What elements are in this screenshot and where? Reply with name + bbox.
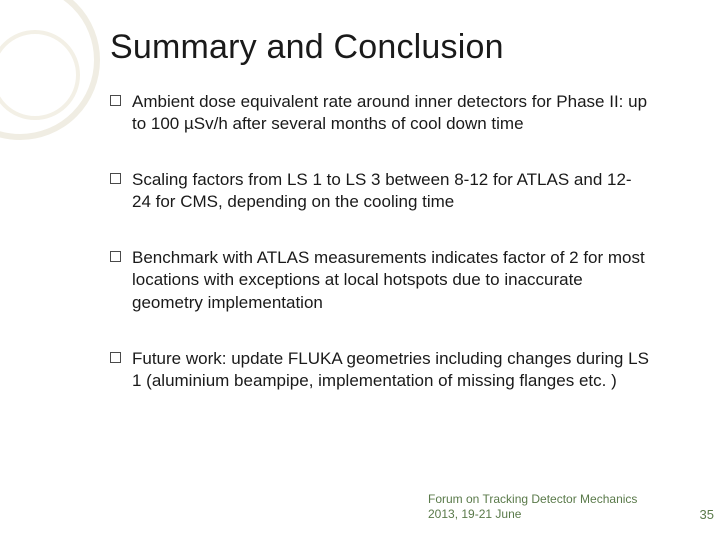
- square-bullet-icon: [110, 95, 121, 106]
- page-number: 35: [700, 507, 714, 522]
- bullet-text: Future work: update FLUKA geometries inc…: [132, 349, 649, 390]
- bullet-text: Scaling factors from LS 1 to LS 3 betwee…: [132, 170, 632, 211]
- footer-line2: 2013, 19-21 June: [428, 507, 521, 521]
- page-title: Summary and Conclusion: [110, 28, 680, 67]
- square-bullet-icon: [110, 173, 121, 184]
- bullet-list: Ambient dose equivalent rate around inne…: [110, 91, 680, 392]
- footer-line1: Forum on Tracking Detector Mechanics: [428, 492, 637, 506]
- footer-text: Forum on Tracking Detector Mechanics 201…: [428, 492, 648, 522]
- bullet-text: Ambient dose equivalent rate around inne…: [132, 92, 647, 133]
- square-bullet-icon: [110, 352, 121, 363]
- square-bullet-icon: [110, 251, 121, 262]
- list-item: Future work: update FLUKA geometries inc…: [110, 348, 650, 392]
- list-item: Ambient dose equivalent rate around inne…: [110, 91, 650, 135]
- list-item: Scaling factors from LS 1 to LS 3 betwee…: [110, 169, 650, 213]
- bullet-text: Benchmark with ATLAS measurements indica…: [132, 248, 645, 311]
- slide-body: Summary and Conclusion Ambient dose equi…: [0, 0, 720, 540]
- list-item: Benchmark with ATLAS measurements indica…: [110, 247, 650, 313]
